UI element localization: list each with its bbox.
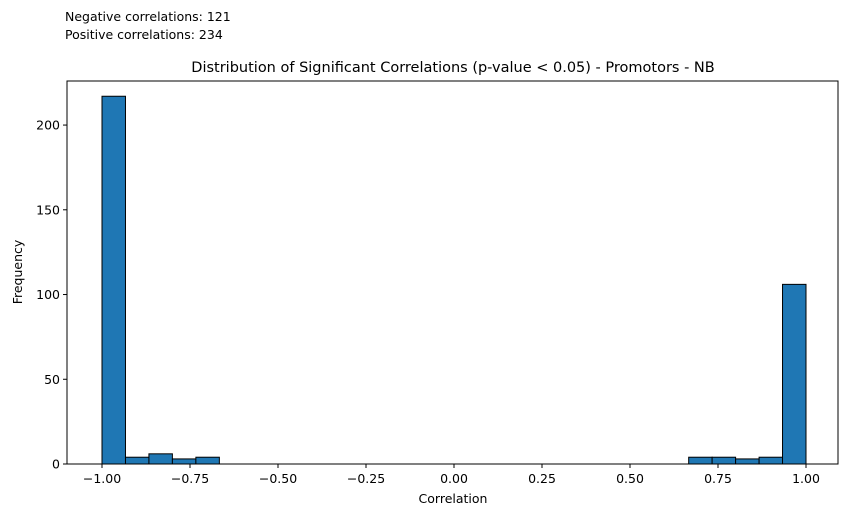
x-tick-label: 1.00 xyxy=(792,471,820,486)
histogram-bar xyxy=(711,456,737,465)
x-tick-label: −0.75 xyxy=(171,471,209,486)
positive-correlations-note: Positive correlations: 234 xyxy=(65,27,223,42)
bars-group xyxy=(101,95,807,465)
plot-frame xyxy=(66,80,839,465)
histogram-bar xyxy=(148,453,173,465)
y-tick-label: 0 xyxy=(52,457,60,472)
histogram-bar xyxy=(124,456,150,465)
histogram-bar xyxy=(195,456,220,465)
chart-title: Distribution of Significant Correlations… xyxy=(191,60,714,76)
x-tick-label: 0.00 xyxy=(440,471,468,486)
histogram-bar xyxy=(101,95,126,465)
y-axis-ticks: 0 50 100 150 200 xyxy=(36,118,67,472)
negative-correlations-note: Negative correlations: 121 xyxy=(65,9,231,24)
x-tick-label: 0.75 xyxy=(704,471,732,486)
histogram-bar xyxy=(688,456,713,465)
y-axis-label: Frequency xyxy=(10,239,25,304)
y-tick-label: 50 xyxy=(44,372,60,387)
x-tick-label: 0.25 xyxy=(528,471,556,486)
x-axis-label: Correlation xyxy=(419,491,488,506)
histogram-bar xyxy=(171,458,197,465)
y-tick-label: 200 xyxy=(36,118,60,133)
x-axis-ticks: −1.00 −0.75 −0.50 −0.25 0.00 0.25 0.50 0.75 1.00 xyxy=(83,464,820,486)
y-tick-label: 150 xyxy=(36,202,60,217)
y-tick-label: 100 xyxy=(36,287,60,302)
histogram-bar xyxy=(735,458,760,465)
x-tick-label: 0.50 xyxy=(616,471,644,486)
histogram-bar xyxy=(782,283,807,465)
x-tick-label: −0.50 xyxy=(259,471,297,486)
histogram-bar xyxy=(758,456,784,465)
x-tick-label: −1.00 xyxy=(83,471,121,486)
x-tick-label: −0.25 xyxy=(347,471,385,486)
